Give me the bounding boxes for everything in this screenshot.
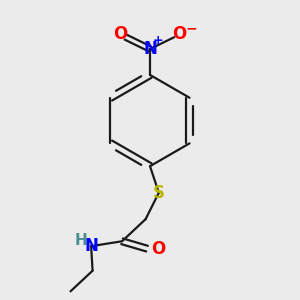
Text: H: H [74, 233, 87, 248]
Text: +: + [153, 34, 164, 47]
Text: −: − [186, 21, 198, 35]
Text: N: N [84, 237, 98, 255]
Text: N: N [143, 40, 157, 58]
Text: S: S [153, 184, 165, 202]
Text: O: O [172, 25, 187, 43]
Text: O: O [151, 240, 165, 258]
Text: O: O [113, 25, 128, 43]
